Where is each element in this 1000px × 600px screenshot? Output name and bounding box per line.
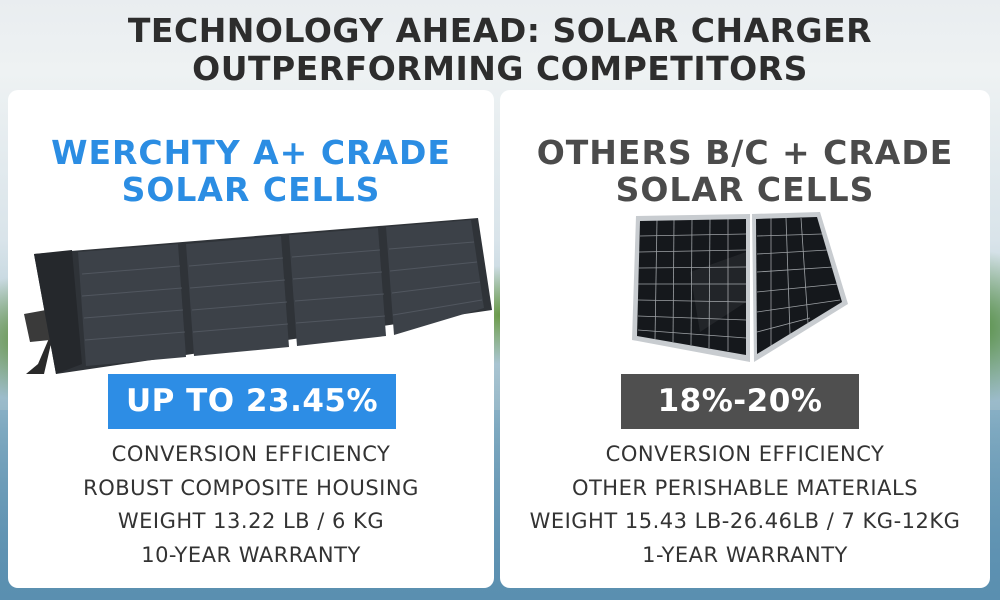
feature-item: CONVERSION EFFICIENCY: [111, 442, 391, 466]
others-card: OTHERS B/C + CRADE SOLAR CELLS: [500, 90, 990, 588]
efficiency-badge: UP TO 23.45%: [108, 374, 396, 429]
feature-item: CONVERSION EFFICIENCY: [605, 442, 885, 466]
card-heading-line-1: WERCHTY A+ CRADE: [51, 133, 451, 172]
page-title: TECHNOLOGY AHEAD: SOLAR CHARGER OUTPERFO…: [0, 12, 1000, 88]
feature-item: ROBUST COMPOSITE HOUSING: [83, 475, 419, 500]
feature-item: WEIGHT 15.43 LB-26.46LB / 7 KG-12KG: [529, 509, 961, 533]
feature-item: WEIGHT 13.22 LB / 6 KG: [117, 509, 385, 533]
title-line-1: TECHNOLOGY AHEAD: SOLAR CHARGER: [127, 11, 873, 50]
card-heading: WERCHTY A+ CRADE SOLAR CELLS: [8, 134, 494, 208]
foldable-solar-panel-image: [24, 218, 492, 374]
feature-item: OTHER PERISHABLE MATERIALS: [571, 475, 919, 500]
card-heading-line-2: SOLAR CELLS: [121, 170, 381, 209]
card-heading-line-1: OTHERS B/C + CRADE: [536, 133, 954, 172]
card-heading: OTHERS B/C + CRADE SOLAR CELLS: [500, 134, 990, 208]
feature-list: CONVERSION EFFICIENCY OTHER PERISHABLE M…: [500, 438, 990, 572]
title-line-2: OUTPERFORMING COMPETITORS: [192, 49, 808, 88]
feature-list: CONVERSION EFFICIENCY ROBUST COMPOSITE H…: [8, 438, 494, 572]
werchty-card: WERCHTY A+ CRADE SOLAR CELLS: [8, 90, 494, 588]
feature-item: 10-YEAR WARRANTY: [141, 542, 361, 567]
feature-item: 1-YEAR WARRANTY: [642, 542, 848, 567]
card-heading-line-2: SOLAR CELLS: [615, 170, 875, 209]
rigid-solar-panel-image: [632, 212, 848, 362]
efficiency-badge: 18%-20%: [621, 374, 859, 429]
